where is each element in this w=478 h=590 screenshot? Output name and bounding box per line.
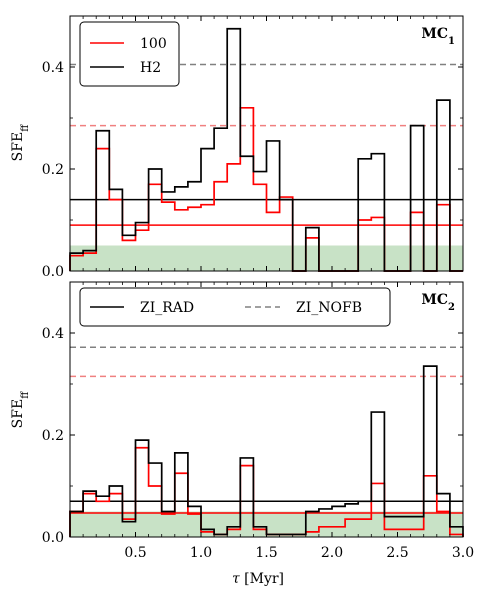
y-ticks-mc2: 0.0 0.2 0.4 xyxy=(42,326,463,546)
legend-mc1: 100 H2 xyxy=(79,21,180,87)
panel-label-mc1: MC1 xyxy=(421,26,455,47)
x-axis-label: τ [Myr] xyxy=(232,571,284,587)
legend-label-zi-rad: ZI_RAD xyxy=(140,300,194,316)
x-tick-label: 1.0 xyxy=(190,545,212,561)
legend-mc2: ZI_RAD ZI_NOFB xyxy=(79,287,391,327)
y-tick-label: 0.2 xyxy=(42,428,64,444)
axes-frame-mc1 xyxy=(69,15,464,272)
x-tick-label: 2.0 xyxy=(321,545,343,561)
y-tick-label: 0.0 xyxy=(42,530,64,546)
axes-frame-mc2 xyxy=(69,281,464,538)
legend-label-100: 100 xyxy=(140,36,167,52)
histogram-series-0 xyxy=(69,446,464,537)
plot-area-mc2 xyxy=(69,346,464,537)
legend-box-mc2 xyxy=(79,287,391,327)
panel-mc1: 0.0 0.2 0.4 MC1 100 H2 xyxy=(42,15,464,280)
x-tick-label: 1.5 xyxy=(255,545,277,561)
y-tick-label: 0.4 xyxy=(42,60,64,76)
histogram-series-1 xyxy=(69,365,464,537)
legend-label-h2: H2 xyxy=(140,60,161,76)
x-tick-label: 2.5 xyxy=(386,545,408,561)
y-tick-label: 0.2 xyxy=(42,162,64,178)
legend-label-zi-nofb: ZI_NOFB xyxy=(296,300,362,316)
y-ticks-mc1: 0.0 0.2 0.4 xyxy=(42,60,463,280)
panel-label-mc2: MC2 xyxy=(421,292,455,313)
legend-box-mc1 xyxy=(79,21,180,87)
y-tick-label: 0.4 xyxy=(42,326,64,342)
y-axis-label-mc1: SFEff xyxy=(10,124,31,162)
x-tick-label: 3.0 xyxy=(452,545,474,561)
y-axis-label-mc2: SFEff xyxy=(10,391,31,429)
x-tick-label: 0.5 xyxy=(124,545,146,561)
y-tick-label: 0.0 xyxy=(42,264,64,280)
panel-mc2: 0.0 0.2 0.4 0.5 1.0 1.5 2.0 2.5 3.0 MC2 ZI_RAD … xyxy=(42,281,474,561)
